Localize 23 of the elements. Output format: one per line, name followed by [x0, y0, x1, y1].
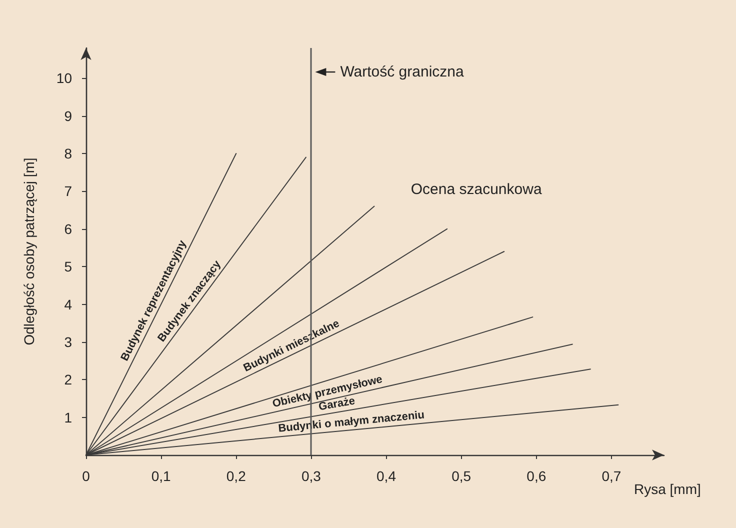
- ref-line-label: Wartość graniczna: [340, 64, 465, 80]
- x-tick-label: 0,7: [602, 468, 622, 484]
- x-tick-label: 0,4: [376, 468, 396, 484]
- text: Budynki o małym znaczeniu: [278, 409, 425, 435]
- y-tick-label: 10: [56, 70, 72, 86]
- y-tick-label: 8: [64, 146, 72, 162]
- x-tick-label: 0: [82, 468, 90, 484]
- y-axis-title: Odległość osoby patrzącej [m]: [21, 158, 37, 346]
- y-tick-label: 4: [64, 296, 72, 312]
- x-tick-label: 0,5: [452, 468, 472, 484]
- x-tick-label: 0,3: [301, 468, 322, 484]
- y-tick-label: 6: [64, 220, 72, 237]
- y-tick-label: 3: [64, 334, 72, 350]
- x-tick-label: 0,2: [226, 468, 246, 484]
- x-tick-label: 0,1: [151, 468, 172, 484]
- y-tick-label: 9: [64, 108, 72, 124]
- y-tick-label: 7: [64, 183, 72, 200]
- y-tick-label: 5: [64, 258, 72, 275]
- y-tick-label: 1: [64, 409, 72, 426]
- x-axis-title: Rysa [mm]: [634, 481, 701, 497]
- y-tick-label: 2: [64, 372, 72, 388]
- x-tick-label: 0,6: [526, 468, 546, 484]
- annotation: Ocena szacunkowa: [410, 180, 542, 198]
